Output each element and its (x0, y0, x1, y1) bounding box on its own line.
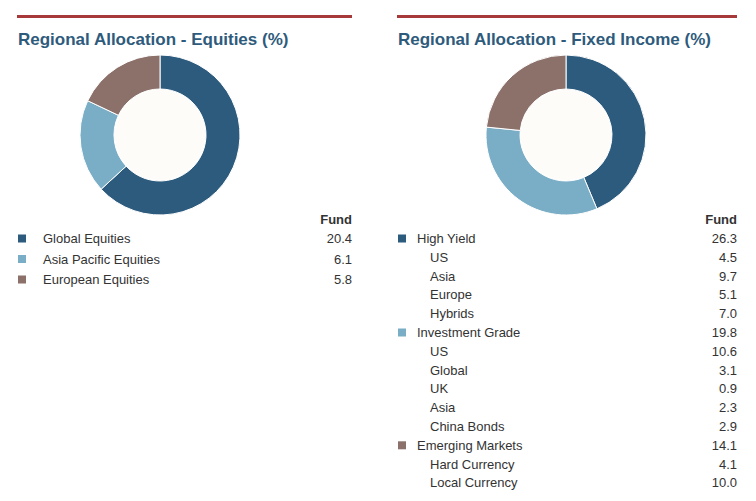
top-rule (17, 15, 352, 18)
donut-hole (521, 90, 611, 180)
sub-value: 7.0 (719, 306, 737, 321)
legend-value: 20.4 (327, 231, 352, 246)
sub-label: Asia (430, 269, 456, 284)
legend-label: Asia Pacific Equities (43, 252, 161, 267)
title: Regional Allocation - Fixed Income (%) (398, 30, 711, 49)
legend-swatch (398, 235, 406, 243)
sub-value: 4.1 (719, 457, 737, 472)
legend-label: Emerging Markets (417, 438, 523, 453)
sub-label: Europe (430, 287, 472, 302)
legend-swatch (398, 329, 406, 337)
sub-value: 9.7 (719, 269, 737, 284)
legend-label: Global Equities (43, 231, 131, 246)
legend-value: 6.1 (334, 252, 352, 267)
sub-label: Asia (430, 400, 456, 415)
legend-swatch (18, 255, 26, 263)
donut-hole (115, 90, 205, 180)
sub-label: US (430, 344, 448, 359)
column-header: Fund (320, 212, 352, 227)
sub-label: Hard Currency (430, 457, 515, 472)
sub-value: 10.6 (712, 344, 737, 359)
sub-value: 5.1 (719, 287, 737, 302)
panel: Regional Allocation - Equities (%) Fund Gl… (17, 15, 352, 287)
column-header: Fund (705, 212, 737, 227)
top-rule (397, 15, 737, 18)
legend-value: 5.8 (334, 272, 352, 287)
sub-value: 4.5 (719, 250, 737, 265)
legend-label: High Yield (417, 231, 476, 246)
legend-value: 26.3 (712, 231, 737, 246)
sub-label: UK (430, 381, 448, 396)
panel: Regional Allocation - Fixed Income (%) Fu… (397, 15, 737, 490)
sub-value: 2.3 (719, 400, 737, 415)
legend-swatch (18, 235, 26, 243)
legend-swatch (18, 276, 26, 284)
sub-value: 0.9 (719, 381, 737, 396)
legend-label: Investment Grade (417, 325, 520, 340)
sub-label: Hybrids (430, 306, 475, 321)
legend-label: European Equities (43, 272, 150, 287)
legend-value: 19.8 (712, 325, 737, 340)
sub-value: 3.1 (719, 363, 737, 378)
sub-value: 2.9 (719, 419, 737, 434)
sub-label: US (430, 250, 448, 265)
title: Regional Allocation - Equities (%) (18, 30, 288, 49)
sub-label: China Bonds (430, 419, 505, 434)
figure: Regional Allocation - Equities (%) Fund Gl… (0, 0, 756, 501)
legend-value: 14.1 (712, 438, 737, 453)
sub-label: Local Currency (430, 475, 518, 490)
legend-swatch (398, 441, 406, 449)
sub-value: 10.0 (712, 475, 737, 490)
sub-label: Global (430, 363, 468, 378)
